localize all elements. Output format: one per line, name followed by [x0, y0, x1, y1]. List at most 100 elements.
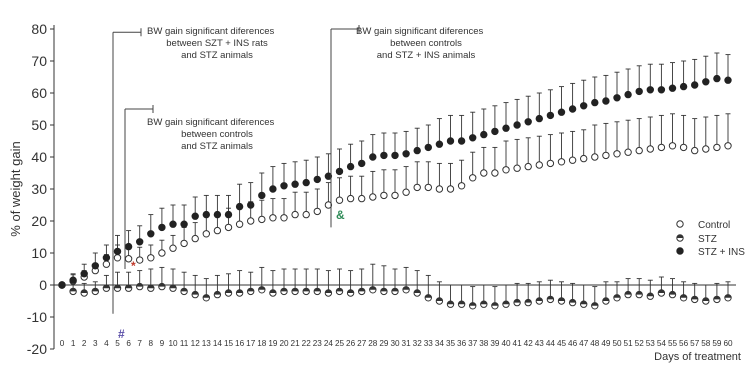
x-tick-label: 23	[313, 339, 323, 348]
x-tick-label: 18	[257, 339, 267, 348]
y-tick-label: 60	[31, 85, 47, 101]
y-tick-label: 20	[31, 213, 47, 229]
point-stz-ins	[469, 134, 477, 142]
legend-label: STZ + INS	[698, 247, 745, 258]
x-tick-label: 3	[93, 339, 98, 348]
point-control	[224, 223, 233, 232]
x-tick-label: 28	[368, 339, 378, 348]
y-tick-label: -10	[27, 309, 47, 325]
point-stz-ins	[546, 111, 555, 120]
point-stz	[491, 302, 499, 310]
point-stz-ins	[402, 150, 410, 158]
point-stz	[335, 287, 344, 296]
annotation-text: and STZ animals	[181, 50, 253, 61]
point-stz	[113, 284, 122, 292]
point-stz	[480, 300, 488, 308]
point-stz-ins	[124, 242, 133, 251]
point-stz-ins	[235, 202, 244, 211]
x-axis-label: Days of treatment	[654, 351, 741, 363]
point-stz-ins	[113, 247, 122, 256]
x-tick-label: 60	[723, 339, 733, 348]
point-stz	[435, 297, 444, 305]
point-stz-ins	[158, 223, 166, 232]
point-stz-ins	[413, 146, 421, 155]
point-stz	[668, 290, 677, 299]
point-stz	[535, 297, 543, 305]
x-tick-label: 47	[579, 339, 589, 348]
point-control	[136, 256, 144, 264]
point-stz-ins	[91, 262, 100, 270]
point-stz-ins	[346, 162, 355, 171]
point-stz	[180, 287, 188, 296]
point-stz-ins	[280, 182, 288, 190]
legend-label: STZ	[698, 234, 717, 245]
y-tick-label: 70	[31, 53, 47, 69]
annotation-text: between controls	[390, 38, 462, 49]
point-stz-ins	[657, 86, 666, 94]
annotation-text: between SZT + INS rats	[166, 38, 268, 49]
point-stz-ins	[513, 121, 521, 129]
point-stz-ins	[724, 76, 732, 84]
point-stz	[158, 282, 166, 291]
x-tick-label: 10	[168, 339, 178, 348]
x-tick-label: 9	[160, 339, 165, 348]
x-tick-label: 24	[324, 339, 334, 348]
legend-marker-control	[676, 220, 684, 228]
point-control	[247, 217, 255, 225]
annotation-text: between controls	[181, 129, 253, 140]
x-tick-label: 8	[149, 339, 154, 348]
point-control	[202, 230, 211, 238]
point-stz	[602, 297, 610, 305]
x-tick-label: 25	[335, 339, 345, 348]
point-stz	[247, 287, 255, 296]
point-control	[635, 146, 643, 155]
x-tick-label: 38	[479, 339, 489, 348]
point-stz-ins	[646, 86, 654, 94]
x-tick-label: 45	[557, 339, 567, 348]
point-stz	[358, 287, 366, 296]
point-stz	[568, 298, 577, 307]
point-stz	[369, 286, 377, 294]
point-stz	[136, 282, 144, 291]
point-control	[380, 191, 388, 200]
point-control	[524, 162, 532, 171]
point-control	[602, 151, 610, 160]
data-points	[58, 74, 732, 310]
point-stz	[524, 298, 532, 307]
point-control	[424, 183, 432, 192]
point-stz	[546, 295, 555, 304]
x-tick-label: 37	[468, 339, 478, 348]
point-stz-ins	[102, 254, 111, 262]
x-tick-label: 22	[302, 339, 312, 348]
point-control	[302, 210, 310, 219]
x-tick-label: 58	[701, 339, 711, 348]
x-tick-label: 39	[490, 339, 500, 348]
point-stz-ins	[524, 118, 532, 126]
point-stz-ins	[591, 98, 599, 107]
point-control	[513, 164, 521, 172]
x-tick-label: 30	[390, 339, 400, 348]
point-stz-ins	[435, 140, 444, 148]
point-stz-ins	[446, 137, 455, 145]
point-stz-ins	[380, 151, 388, 160]
x-tick-label: 42	[524, 339, 534, 348]
point-control	[568, 156, 577, 164]
point-stz	[613, 294, 621, 302]
point-stz-ins	[335, 167, 344, 176]
point-stz	[235, 289, 244, 297]
point-control	[646, 145, 654, 153]
point-stz	[591, 302, 599, 310]
x-tick-label: 6	[126, 339, 131, 348]
point-control	[258, 215, 266, 224]
point-stz-ins	[557, 108, 566, 116]
point-stz	[557, 297, 566, 305]
x-tick-label: 55	[668, 339, 678, 348]
x-tick-label: 59	[712, 339, 722, 348]
point-control	[213, 226, 222, 235]
point-stz	[413, 289, 421, 297]
point-stz-ins	[702, 78, 710, 86]
annotation-text: BW gain significant diferences	[356, 26, 484, 37]
point-control	[169, 244, 177, 252]
point-control	[291, 210, 299, 219]
point-control	[557, 158, 566, 166]
